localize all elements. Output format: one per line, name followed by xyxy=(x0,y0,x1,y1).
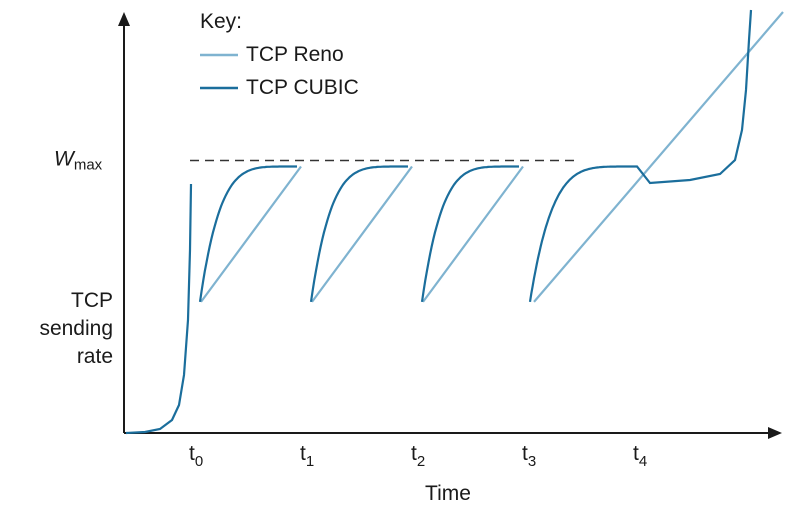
x-tick-subscript: 1 xyxy=(306,453,314,470)
x-tick-subscript: 4 xyxy=(639,453,647,470)
x-tick-label: t0 xyxy=(189,442,203,470)
y-axis-label-line: rate xyxy=(77,345,113,368)
legend-entry-label: TCP Reno xyxy=(246,43,344,66)
x-tick-base: t xyxy=(300,442,306,465)
x-tick-label: t3 xyxy=(522,442,536,470)
wmax-label: Wmax xyxy=(54,148,103,174)
x-tick-label: t4 xyxy=(633,442,647,470)
series-tcp-reno-line xyxy=(200,11,784,303)
x-tick-label: t2 xyxy=(411,442,425,470)
x-tick-label: t1 xyxy=(300,442,314,470)
x-tick-base: t xyxy=(522,442,528,465)
x-tick-base: t xyxy=(633,442,639,465)
x-axis-arrow xyxy=(768,427,782,439)
x-tick-subscript: 0 xyxy=(195,453,203,470)
x-tick-subscript: 2 xyxy=(417,453,425,470)
y-axis-label-line: TCP xyxy=(71,289,113,312)
y-axis-label-line: sending xyxy=(39,317,113,340)
series-tcp-cubic-line xyxy=(125,9,753,435)
wmax-symbol: W xyxy=(54,148,76,171)
legend-title: Key: xyxy=(200,10,242,33)
wmax-subscript: max xyxy=(74,157,103,174)
x-tick-base: t xyxy=(411,442,417,465)
legend-entry-label: TCP CUBIC xyxy=(246,76,359,99)
axes xyxy=(118,12,782,439)
x-tick-base: t xyxy=(189,442,195,465)
legend: Key:TCP Reno TCP CUBIC xyxy=(200,10,359,99)
x-tick-subscript: 3 xyxy=(528,453,536,470)
series-layer xyxy=(125,9,784,435)
x-axis-label: Time xyxy=(425,482,471,505)
y-axis-arrow xyxy=(118,12,130,26)
